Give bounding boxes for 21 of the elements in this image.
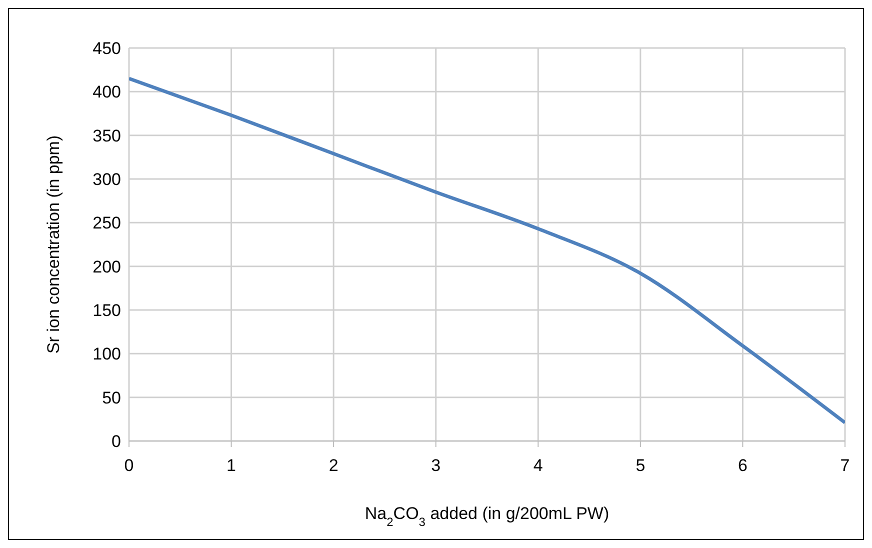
x-tick-label: 1 — [226, 456, 236, 476]
y-axis-title: Sr ion concentration (in ppm) — [44, 135, 63, 354]
y-tick-label: 0 — [112, 432, 121, 452]
y-tick-label: 400 — [92, 82, 121, 102]
y-tick-label: 350 — [92, 126, 121, 146]
y-tick-label: 100 — [92, 344, 121, 364]
y-tick-label: 250 — [92, 214, 121, 233]
x-tick-label: 3 — [431, 456, 441, 476]
x-tick-label: 2 — [328, 456, 338, 476]
x-tick-label: 6 — [738, 456, 748, 476]
x-tick-label: 4 — [533, 456, 543, 476]
y-tick-label: 300 — [92, 170, 121, 190]
y-tick-label: 450 — [92, 39, 121, 58]
y-tick-label: 200 — [92, 257, 121, 276]
y-tick-label: 150 — [92, 301, 121, 320]
x-tick-label: 0 — [124, 456, 134, 476]
line-series — [129, 76, 845, 424]
x-tick-label: 5 — [636, 456, 646, 476]
x-tick-label: 7 — [840, 456, 850, 476]
y-tick-label: 50 — [102, 388, 121, 408]
x-axis-title: Na$_{2}$CO$_{3}$ added (in g/200mL PW) — [364, 504, 610, 529]
